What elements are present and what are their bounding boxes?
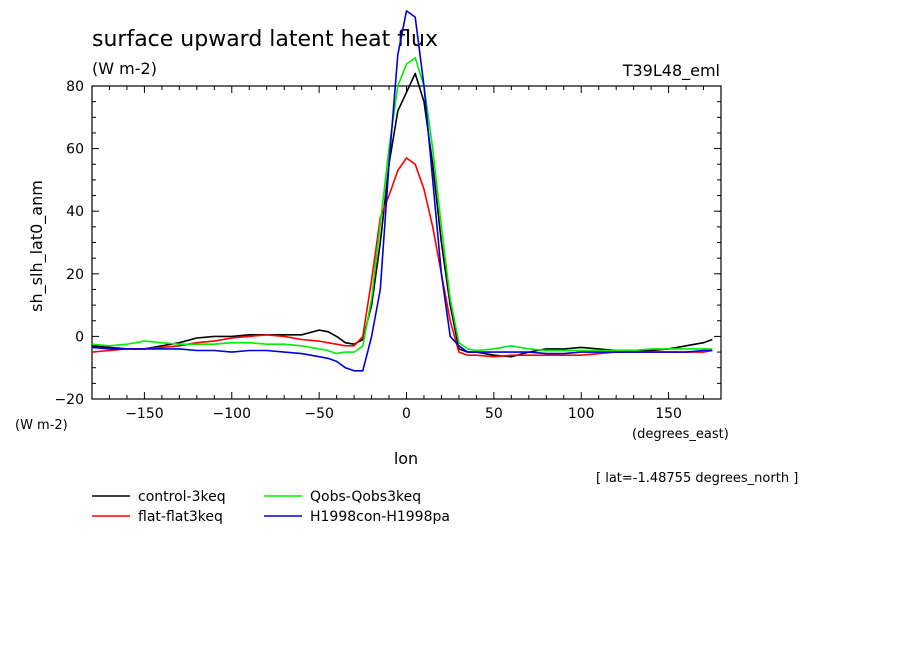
series-line-1	[92, 157, 713, 358]
y-tick-label: −20	[54, 392, 84, 408]
series-line-0	[92, 72, 713, 358]
experiment-label: T39L48_eml	[622, 61, 720, 81]
x-tick-label: 50	[485, 406, 503, 422]
axis-tick-labels: −150 −100 −50 0 50 100 150 −20 0 20 40 60 80	[54, 79, 681, 422]
y-axis-label: sh_slh_lat0_anm	[27, 180, 47, 312]
chart-title: surface upward latent heat flux	[92, 27, 438, 52]
y-tick-label: 80	[66, 79, 84, 95]
y-tick-label: 60	[66, 142, 84, 158]
legend-label-flat: flat-flat3keq	[138, 509, 223, 525]
y-axis-units: (W m-2)	[15, 418, 68, 433]
series-lines	[92, 10, 713, 372]
latitude-annotation: [ lat=-1.48755 degrees_north ]	[596, 471, 798, 486]
legend: control-3keq flat-flat3keq Qobs-Qobs3keq…	[92, 489, 450, 525]
x-axis-units: (degrees_east)	[632, 427, 729, 442]
y-tick-label: 0	[75, 329, 84, 345]
axis-ticks	[91, 85, 722, 400]
y-tick-label: 20	[66, 267, 84, 283]
x-tick-label: −50	[304, 406, 334, 422]
legend-label-qobs: Qobs-Qobs3keq	[310, 489, 421, 505]
x-tick-label: 0	[402, 406, 411, 422]
x-tick-label: −150	[125, 406, 163, 422]
x-axis-label: lon	[394, 449, 418, 468]
x-tick-label: −100	[213, 406, 251, 422]
series-line-3	[92, 10, 713, 372]
legend-label-control: control-3keq	[138, 489, 226, 505]
y-tick-label: 40	[66, 204, 84, 220]
series-line-2	[92, 56, 713, 355]
x-tick-label: 150	[655, 406, 682, 422]
legend-label-h1998: H1998con-H1998pa	[310, 509, 450, 525]
x-tick-label: 100	[568, 406, 595, 422]
chart-units: (W m-2)	[92, 59, 157, 78]
